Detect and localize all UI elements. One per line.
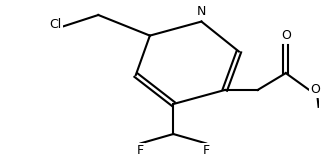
Text: Cl: Cl [50, 18, 62, 31]
Text: N: N [197, 5, 206, 18]
Text: F: F [137, 144, 144, 157]
Text: O: O [281, 29, 291, 42]
Text: F: F [203, 144, 210, 157]
Text: O: O [310, 83, 320, 97]
